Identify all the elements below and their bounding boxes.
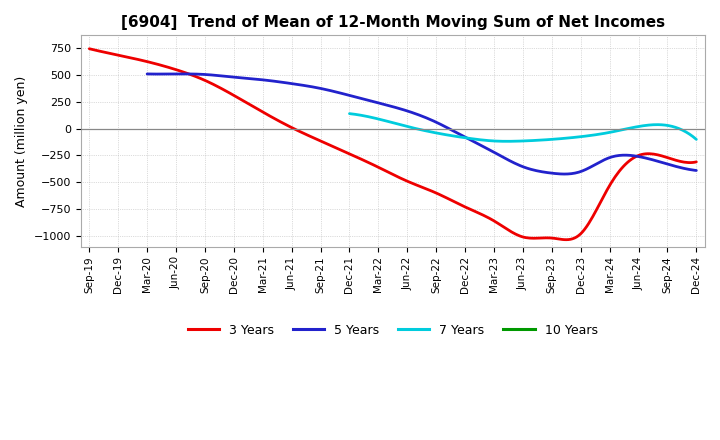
5 Years <box>145 71 153 77</box>
7 Years <box>345 111 354 116</box>
5 Years <box>143 71 151 77</box>
7 Years <box>553 136 562 142</box>
Y-axis label: Amount (million yen): Amount (million yen) <box>15 75 28 207</box>
3 Years <box>444 196 453 202</box>
Line: 5 Years: 5 Years <box>147 74 696 174</box>
Line: 7 Years: 7 Years <box>349 114 696 141</box>
Line: 3 Years: 3 Years <box>89 49 696 240</box>
3 Years <box>562 237 571 242</box>
5 Years <box>644 156 653 161</box>
5 Years <box>559 172 568 177</box>
7 Years <box>346 111 355 117</box>
5 Years <box>179 71 188 77</box>
7 Years <box>552 136 560 142</box>
7 Years <box>692 137 701 142</box>
7 Years <box>559 136 567 141</box>
3 Years <box>87 47 96 52</box>
7 Years <box>661 122 670 128</box>
5 Years <box>472 140 480 146</box>
7 Years <box>503 139 511 144</box>
3 Years <box>692 159 701 165</box>
Legend: 3 Years, 5 Years, 7 Years, 10 Years: 3 Years, 5 Years, 7 Years, 10 Years <box>183 319 603 342</box>
3 Years <box>598 195 607 200</box>
5 Years <box>469 139 478 144</box>
5 Years <box>481 145 490 150</box>
3 Years <box>456 202 465 208</box>
7 Years <box>639 123 647 128</box>
5 Years <box>692 168 701 173</box>
3 Years <box>446 197 455 202</box>
Title: [6904]  Trend of Mean of 12-Month Moving Sum of Net Incomes: [6904] Trend of Mean of 12-Month Moving … <box>121 15 665 30</box>
5 Years <box>609 154 618 159</box>
3 Years <box>637 152 646 157</box>
3 Years <box>85 46 94 51</box>
